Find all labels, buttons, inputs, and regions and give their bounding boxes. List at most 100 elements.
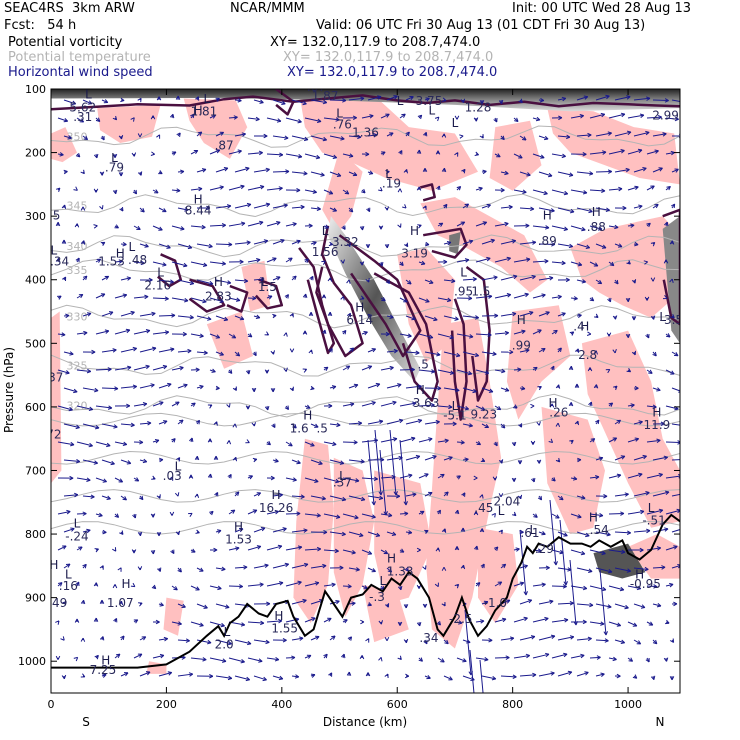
wind-arrow [405, 492, 417, 497]
wind-arrow [669, 638, 675, 643]
extremum-value-label: .5 [417, 358, 428, 372]
wind-arrow [437, 259, 448, 265]
wind-arrow [367, 439, 376, 506]
wind-arrow [614, 419, 622, 425]
wind-arrow [112, 189, 118, 195]
wind-arrow [82, 494, 95, 499]
wind-arrow [608, 224, 619, 230]
wind-arrow [342, 477, 360, 483]
extremum-value-label: 1.56 [312, 245, 339, 259]
wind-arrow [119, 207, 124, 212]
wind-shading-region [241, 260, 271, 312]
wind-arrow [576, 567, 593, 573]
wind-arrow [437, 438, 449, 444]
wind-arrow [576, 495, 586, 500]
wind-arrow [690, 520, 698, 585]
wind-arrow [405, 315, 416, 321]
wind-arrow [557, 670, 573, 677]
wind-arrow [513, 257, 531, 263]
wind-arrow [460, 527, 466, 533]
wind-arrow [251, 387, 257, 393]
wind-arrow [228, 221, 246, 227]
wind-arrow [291, 171, 308, 176]
wind-arrow [551, 189, 569, 196]
wind-arrow [114, 293, 128, 299]
wind-arrow [519, 672, 537, 678]
wind-arrow [112, 547, 117, 552]
wind-arrow [538, 276, 554, 281]
pressure-extremum-marker: L [460, 266, 467, 280]
wind-arrow [196, 384, 204, 390]
wind-arrow [152, 330, 170, 335]
wind-arrow [177, 243, 193, 250]
wind-arrow [650, 315, 656, 320]
wind-arrow [646, 621, 654, 626]
wind-arrow [61, 239, 67, 245]
wind-arrow [652, 421, 665, 427]
wind-arrow [156, 96, 162, 101]
wind-arrow [405, 530, 413, 535]
wind-arrow [61, 204, 67, 210]
wind-arrow [645, 657, 650, 663]
wind-arrow [57, 332, 66, 337]
wind-arrow [80, 169, 85, 175]
wind-arrow [595, 531, 611, 537]
extremum-value-label: .5 [316, 421, 327, 435]
wind-arrow [209, 333, 221, 339]
wind-arrow [209, 621, 225, 628]
wind-arrow [646, 508, 664, 515]
wind-arrow [644, 296, 650, 301]
wind-arrow [627, 437, 640, 443]
wind-arrow [133, 653, 143, 659]
wind-arrow [247, 582, 264, 587]
wind-arrow [63, 423, 80, 430]
wind-arrow [612, 315, 618, 320]
wind-arrow [403, 603, 409, 609]
x-tick-label: 0 [48, 698, 55, 711]
wind-arrow [436, 185, 441, 191]
wind-arrow [283, 367, 288, 372]
wind-arrow [380, 437, 398, 443]
wind-arrow [435, 547, 441, 552]
theta-contour [51, 450, 680, 465]
wind-arrow [346, 312, 351, 318]
wind-arrow [120, 384, 137, 390]
wind-arrow [209, 368, 216, 373]
wind-arrow [131, 152, 137, 157]
wind-arrow [633, 566, 649, 572]
wind-arrow [424, 491, 433, 497]
wind-arrow [614, 455, 626, 461]
wind-arrow [291, 459, 301, 465]
wind-arrow [416, 186, 422, 191]
wind-arrow [475, 405, 486, 411]
wind-arrow [652, 203, 659, 209]
pressure-extremum-marker: L [385, 167, 392, 181]
pv-contour [315, 225, 364, 358]
x-tick-label: 800 [502, 698, 523, 711]
wind-arrow [323, 653, 328, 659]
wind-arrow [456, 333, 474, 339]
wind-arrow [228, 333, 237, 339]
wind-arrow [397, 223, 402, 228]
wind-arrow [152, 225, 163, 231]
wind-arrow [378, 657, 383, 662]
wind-arrow [404, 673, 410, 679]
wind-arrow [175, 95, 181, 101]
wind-arrow [133, 619, 139, 624]
wind-arrow [434, 116, 440, 122]
wind-arrow [57, 295, 62, 300]
wind-arrow [99, 205, 104, 210]
wind-arrow [310, 459, 323, 465]
wind-arrow [513, 616, 528, 623]
wind-arrow [175, 530, 181, 536]
wind-arrow [384, 673, 389, 679]
y-tick-label: 200 [25, 147, 46, 160]
wind-arrow [308, 349, 313, 355]
wind-arrow [570, 225, 586, 232]
wind-arrow [63, 99, 77, 105]
wind-arrow [321, 294, 327, 299]
wind-arrow [418, 437, 433, 443]
wind-arrow [196, 131, 203, 137]
wind-arrow [272, 527, 287, 533]
wind-arrow [291, 528, 308, 533]
